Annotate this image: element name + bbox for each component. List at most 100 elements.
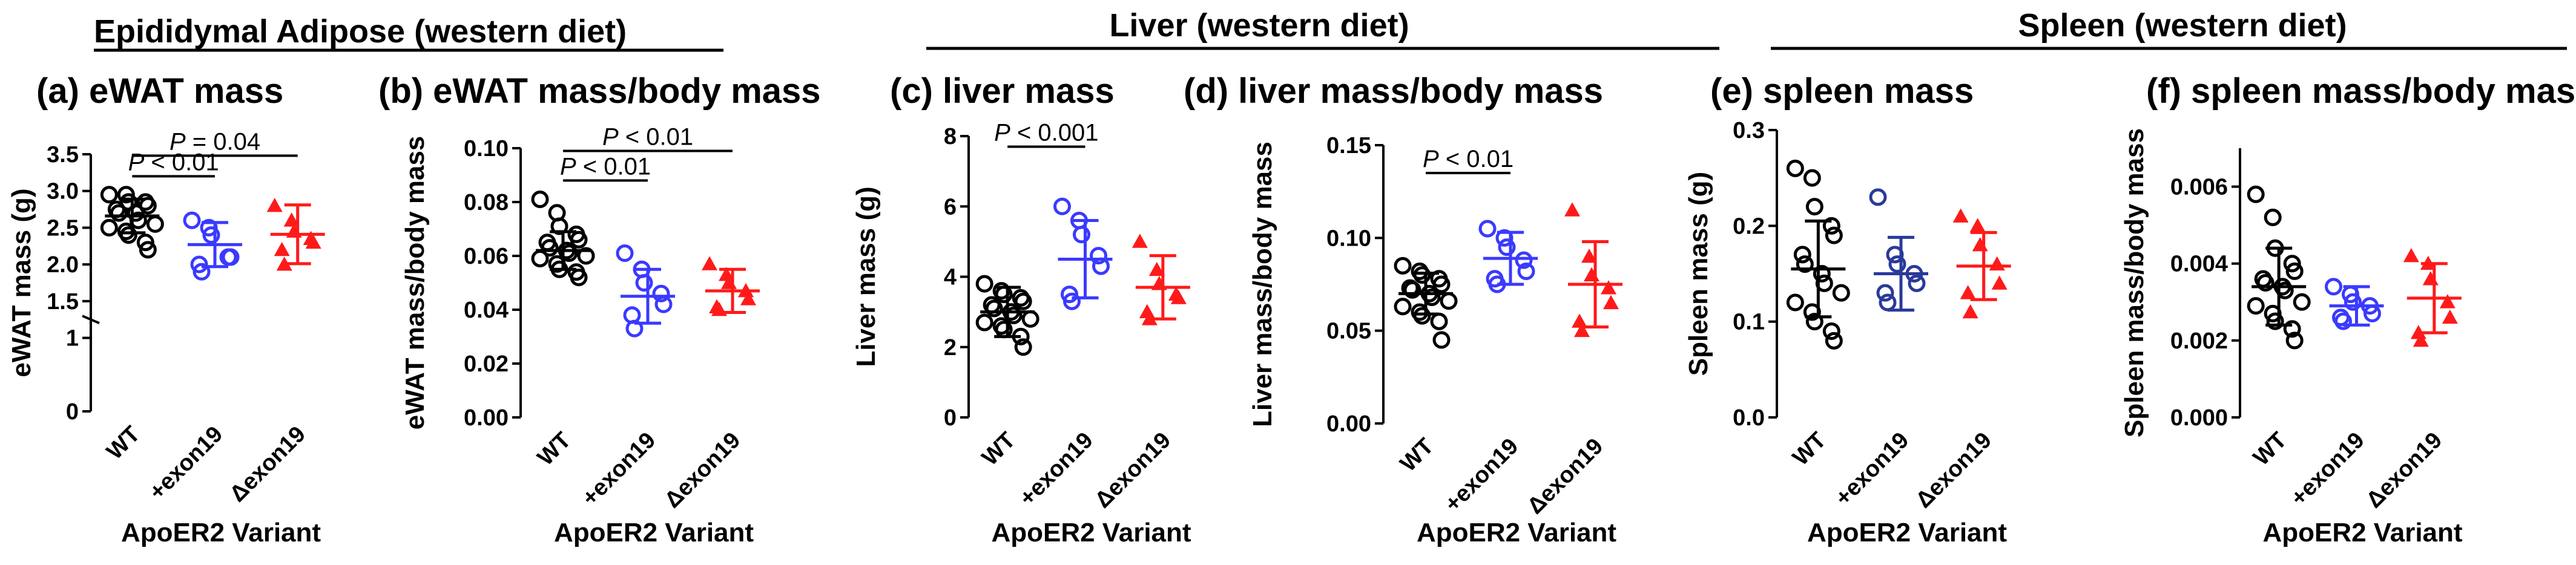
y-tick-label: 0.1 [1733, 310, 1765, 335]
data-point [1888, 255, 1906, 273]
x-tick-label: Δexon19 [1523, 434, 1609, 520]
data-point [1498, 238, 1516, 256]
data-point [274, 241, 290, 256]
data-point [570, 269, 588, 287]
y-tick-label: 0.10 [464, 136, 509, 162]
panel-1: (a) eWAT mass 0 1 1.5 2.0 2.5 3.0 3.5 eWAT mass … [7, 71, 325, 547]
y-tick-label: 0.004 [2170, 252, 2228, 277]
data-point [1432, 331, 1451, 349]
x-axis-label: ApoER2 Variant [1807, 518, 2007, 547]
panel-title: (f) spleen mass/body mass [2146, 71, 2576, 111]
p-value-label: P < 0.01 [128, 149, 219, 175]
y-axis-label: eWAT mass (g) [7, 188, 36, 377]
x-tick-label: WT [1395, 434, 1438, 477]
data-point [1786, 293, 1804, 312]
data-point [100, 218, 118, 237]
data-point [1805, 313, 1823, 331]
y-tick-label: 0.00 [1326, 411, 1371, 437]
x-axis-label: ApoER2 Variant [2262, 518, 2462, 547]
data-point [1394, 256, 1412, 275]
data-point [1786, 159, 1804, 177]
y-axis-label: Liver mass/body mass [1248, 142, 1277, 427]
x-tick-label: Δexon19 [2362, 428, 2448, 514]
data-point [202, 226, 220, 244]
data-point [2283, 320, 2301, 338]
data-point [222, 248, 240, 266]
y-tick-label: 0.06 [464, 244, 509, 269]
data-point [1876, 284, 1894, 302]
x-axis-label: ApoER2 Variant [1417, 518, 1616, 547]
data-point [541, 239, 559, 257]
data-point [1805, 198, 1823, 216]
panel-5: (e) spleen mass 0.0 0.1 0.2 0.3 Spleen mass (… [1684, 71, 2011, 547]
y-tick-label: 0.02 [464, 351, 509, 377]
data-point [110, 204, 128, 222]
data-point [2422, 271, 2439, 286]
data-point [1879, 293, 1897, 312]
data-point [2344, 293, 2362, 311]
axis-break-mark [82, 315, 100, 325]
panel-4: (d) liver mass/body mass 0.00 0.05 0.10 0.15… [1184, 71, 1622, 547]
data-point [625, 319, 644, 338]
data-point [702, 256, 717, 270]
data-point [1517, 263, 1535, 281]
data-point [136, 234, 154, 252]
data-point [2334, 312, 2352, 330]
data-point [1021, 310, 1039, 328]
group-headers: Epididymal Adipose (western diet) Liver … [94, 7, 2567, 52]
data-point [1972, 237, 1988, 252]
panel-title: (d) liver mass/body mass [1184, 71, 1603, 111]
data-point [2264, 208, 2282, 226]
data-point [1432, 275, 1451, 293]
x-tick-label: Δexon19 [225, 422, 311, 508]
y-tick-label: 0.05 [1326, 319, 1371, 344]
data-point [531, 191, 549, 209]
x-tick-label: +exon19 [1830, 428, 1914, 511]
data-point [2285, 262, 2304, 280]
group-title-liver: Liver (western diet) [1109, 7, 1409, 44]
data-point [1869, 188, 1887, 206]
panel-6: (f) spleen mass/body mass 0.000 0.002 0.004… [2120, 71, 2576, 547]
y-tick-label: 0 [66, 399, 79, 425]
data-point [1148, 261, 1165, 276]
data-point [2403, 248, 2419, 263]
y-tick-label: 0.00 [464, 405, 509, 431]
data-point [1803, 169, 1821, 187]
data-point [117, 186, 135, 204]
data-point [740, 291, 756, 305]
data-point [1430, 312, 1448, 330]
group-title-spleen: Spleen (western diet) [2018, 7, 2347, 44]
y-axis-label: eWAT mass/body mass [400, 136, 430, 430]
data-point [1394, 298, 1412, 316]
data-point [1132, 234, 1148, 248]
data-point [2247, 297, 2265, 315]
data-point [1793, 246, 1811, 264]
x-tick-label: WT [102, 422, 145, 465]
data-point [1014, 338, 1032, 356]
data-point [127, 204, 145, 222]
y-tick-label: 0.10 [1326, 226, 1371, 251]
y-tick-label: 0.15 [1326, 133, 1371, 158]
x-tick-label: WT [2248, 428, 2291, 471]
y-tick-label: 8 [944, 124, 957, 149]
y-tick-label: 0 [944, 405, 957, 431]
data-point [1063, 292, 1081, 310]
y-tick-label: 2.0 [47, 252, 79, 278]
group-title-adipose: Epididymal Adipose (western diet) [94, 13, 627, 50]
data-point [570, 230, 588, 249]
data-point [2266, 312, 2284, 330]
data-point [635, 274, 653, 292]
data-point [1053, 197, 1071, 215]
y-tick-label: 0.04 [464, 298, 509, 323]
data-point [1403, 281, 1421, 299]
data-point [119, 226, 137, 244]
data-point [305, 234, 321, 249]
data-point [1572, 313, 1587, 328]
data-point [146, 215, 164, 233]
data-point [975, 313, 993, 331]
data-point [616, 244, 634, 263]
data-point [1014, 292, 1032, 310]
data-point [183, 211, 201, 229]
y-tick-label: 1 [66, 326, 79, 351]
x-tick-label: Δexon19 [1911, 428, 1997, 514]
